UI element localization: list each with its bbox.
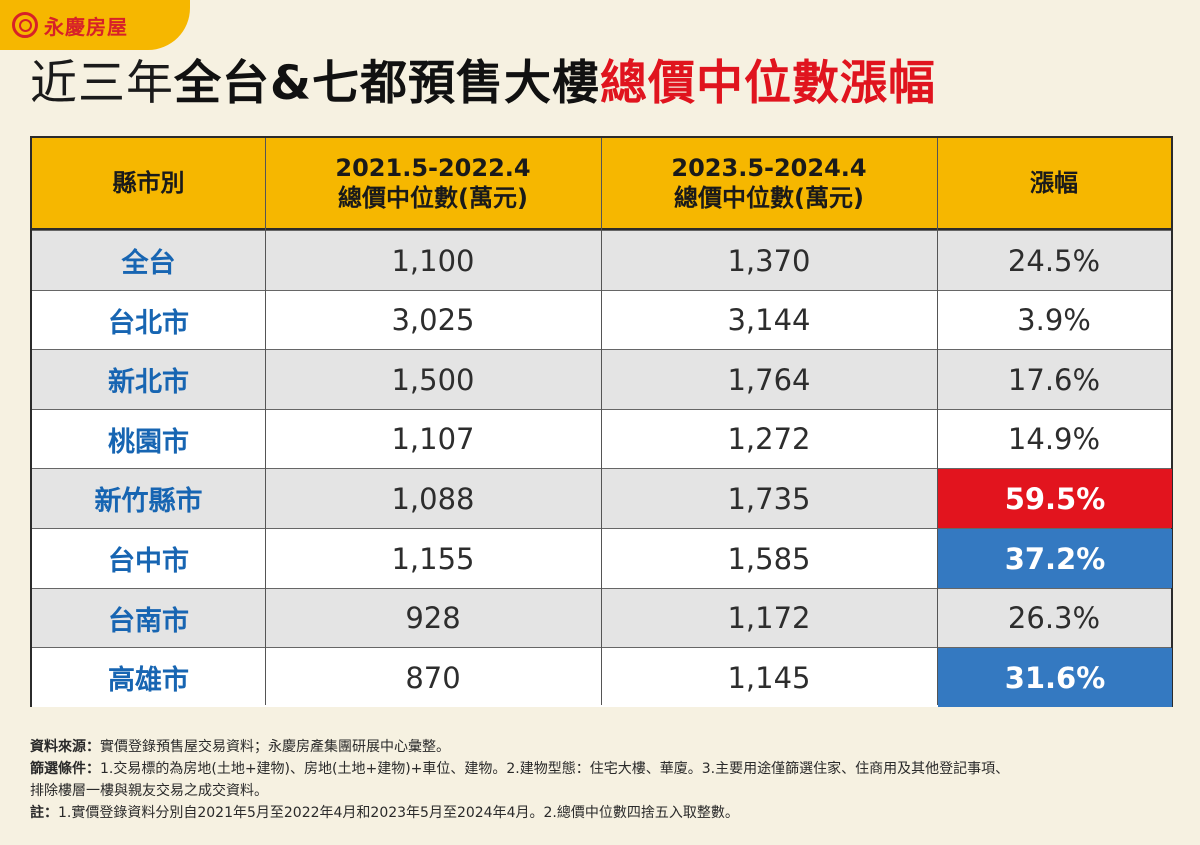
header-period-1: 2021.5-2022.4 總價中位數(萬元) [265, 138, 601, 228]
cell-city: 全台 [121, 248, 176, 279]
footnotes: 資料來源：實價登錄預售屋交易資料；永慶房產集團研展中心彙整。 篩選條件：1.交易… [30, 736, 1175, 824]
cell-change: 37.2% [938, 529, 1172, 588]
cell-price-2023: 3,144 [727, 303, 811, 338]
filter-text: 1.交易標的為房地(土地+建物)、房地(土地+建物)+車位、建物。2.建物型態：… [100, 761, 1010, 777]
cell-price-2021: 1,088 [391, 481, 475, 516]
source-label: 資料來源： [30, 739, 100, 755]
cell-city: 台中市 [108, 546, 189, 577]
header-period-2: 2023.5-2024.4 總價中位數(萬元) [601, 138, 937, 228]
cell-price-2023: 1,370 [727, 243, 811, 278]
cell-price-2021: 928 [405, 601, 461, 636]
cell-price-2023: 1,272 [727, 422, 811, 457]
header-city-label: 縣市別 [112, 169, 185, 197]
cell-price-2021: 1,500 [391, 362, 475, 397]
cell-city: 新竹縣市 [94, 486, 203, 518]
price-table: 縣市別 2021.5-2022.4 總價中位數(萬元) 2023.5-2024.… [30, 136, 1173, 708]
cell-city: 台南市 [108, 605, 189, 637]
cell-price-2023: 1,585 [727, 541, 811, 576]
header-city: 縣市別 [32, 138, 265, 228]
column-divider [601, 138, 602, 705]
filter-note-continued: 排除樓層一樓與親友交易之成交資料。 [30, 780, 1175, 802]
source-note: 資料來源：實價登錄預售屋交易資料；永慶房產集團研展中心彙整。 [30, 736, 1175, 758]
column-divider [937, 138, 938, 705]
cell-price-2023: 1,145 [727, 660, 811, 695]
header-change-label: 漲幅 [1030, 169, 1078, 197]
filter-label: 篩選條件： [30, 761, 100, 777]
remark-text: 1.實價登錄資料分別自2021年5月至2022年4月和2023年5月至2024年… [58, 805, 739, 821]
cell-city: 新北市 [108, 367, 189, 399]
header-period-2-unit: 總價中位數(萬元) [674, 184, 864, 212]
cell-change: 26.3% [1007, 601, 1101, 636]
filter-text-2: 排除樓層一樓與親友交易之成交資料。 [30, 783, 268, 799]
filter-note: 篩選條件：1.交易標的為房地(土地+建物)、房地(土地+建物)+車位、建物。2.… [30, 758, 1175, 780]
cell-change: 17.6% [1007, 362, 1101, 397]
page-title: 近三年全台&七都預售大樓總價中位數漲幅 [30, 58, 936, 110]
cell-price-2023: 1,735 [727, 481, 811, 516]
cell-price-2023: 1,764 [727, 362, 811, 397]
cell-price-2021: 1,107 [391, 422, 475, 457]
cell-price-2021: 1,155 [391, 541, 475, 576]
cell-price-2021: 870 [405, 660, 461, 695]
cell-change: 31.6% [938, 648, 1172, 708]
cell-city: 台北市 [108, 307, 189, 339]
cell-city: 桃園市 [108, 426, 189, 458]
brand-name: 永慶房屋 [44, 14, 128, 39]
cell-change: 14.9% [1007, 422, 1101, 457]
cell-change: 3.9% [1017, 303, 1091, 338]
header-period-2-dates: 2023.5-2024.4 [671, 154, 867, 182]
cell-city: 高雄市 [108, 665, 189, 697]
column-divider [265, 138, 266, 705]
header-period-1-unit: 總價中位數(萬元) [338, 184, 528, 212]
source-text: 實價登錄預售屋交易資料；永慶房產集團研展中心彙整。 [100, 739, 450, 755]
remark-label: 註： [30, 805, 58, 821]
header-period-1-dates: 2021.5-2022.4 [335, 154, 531, 182]
cell-price-2021: 1,100 [391, 243, 475, 278]
title-part-3: 總價中位數漲幅 [600, 56, 936, 111]
logo-icon [12, 12, 38, 38]
title-part-2: 全台&七都預售大樓 [174, 56, 600, 111]
cell-change: 59.5% [938, 469, 1172, 529]
remark-note: 註：1.實價登錄資料分別自2021年5月至2022年4月和2023年5月至202… [30, 802, 1175, 824]
cell-price-2023: 1,172 [727, 601, 811, 636]
cell-change: 24.5% [1007, 243, 1101, 278]
title-part-1: 近三年 [30, 56, 174, 111]
brand-logo: 永慶房屋 [0, 0, 190, 50]
header-change: 漲幅 [937, 138, 1171, 228]
cell-price-2021: 3,025 [391, 303, 475, 338]
